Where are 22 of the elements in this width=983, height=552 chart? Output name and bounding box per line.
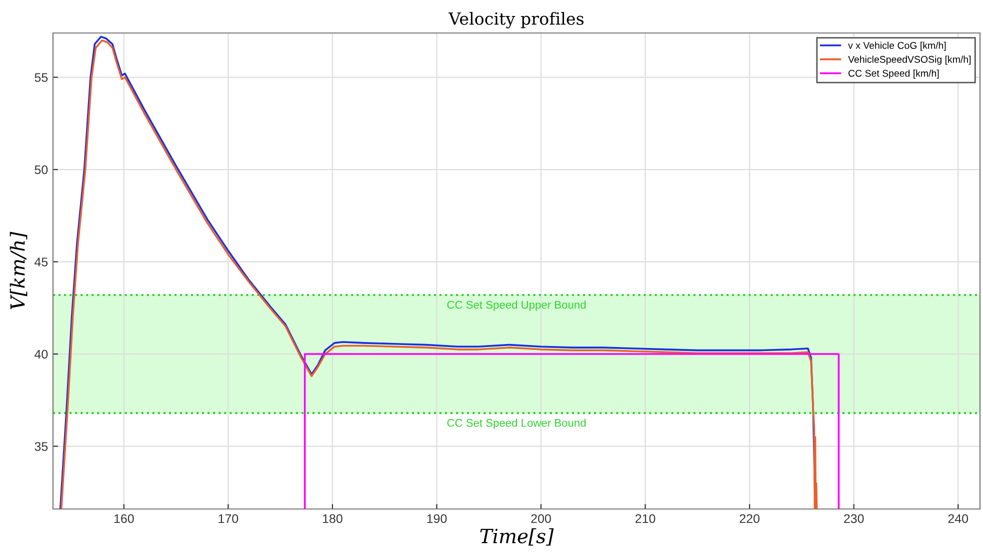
y-tick-label: 55 — [34, 73, 48, 82]
x-tick-label: 210 — [635, 514, 656, 524]
legend-label: VehicleSpeedVSOSig [km/h] — [848, 56, 971, 65]
x-tick-label: 200 — [531, 514, 551, 524]
ref-line-label: CC Set Speed Lower Bound — [447, 418, 586, 429]
chart-title: Velocity profiles — [448, 12, 584, 28]
x-tick-label: 230 — [844, 514, 864, 524]
x-axis-title: Time[s] — [480, 528, 554, 546]
y-tick-label: 35 — [34, 442, 48, 451]
y-tick-label: 45 — [34, 258, 48, 266]
y-tick-label: 50 — [34, 165, 48, 174]
x-tick-label: 170 — [218, 514, 238, 524]
x-tick-label: 220 — [740, 514, 760, 524]
x-tick-label: 190 — [427, 514, 447, 524]
x-tick-label: 240 — [948, 514, 968, 524]
y-tick-label: 40 — [34, 350, 48, 359]
x-tick-label: 180 — [322, 514, 342, 524]
legend-label: v x Vehicle CoG [km/h] — [848, 42, 946, 51]
x-tick-label: 160 — [114, 514, 134, 524]
legend-label: CC Set Speed [km/h] — [848, 70, 939, 79]
ref-line-label: CC Set Speed Upper Bound — [447, 300, 586, 311]
y-axis-title: V[km/h] — [10, 232, 28, 310]
